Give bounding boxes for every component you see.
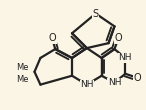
Text: NH: NH (108, 78, 121, 87)
Text: NH: NH (80, 80, 94, 89)
Text: O: O (115, 33, 122, 43)
Text: Me: Me (16, 75, 29, 84)
Text: Me: Me (16, 63, 29, 72)
Text: S: S (93, 9, 99, 18)
Text: NH: NH (119, 53, 132, 62)
Text: O: O (48, 33, 56, 43)
Text: O: O (133, 73, 141, 83)
